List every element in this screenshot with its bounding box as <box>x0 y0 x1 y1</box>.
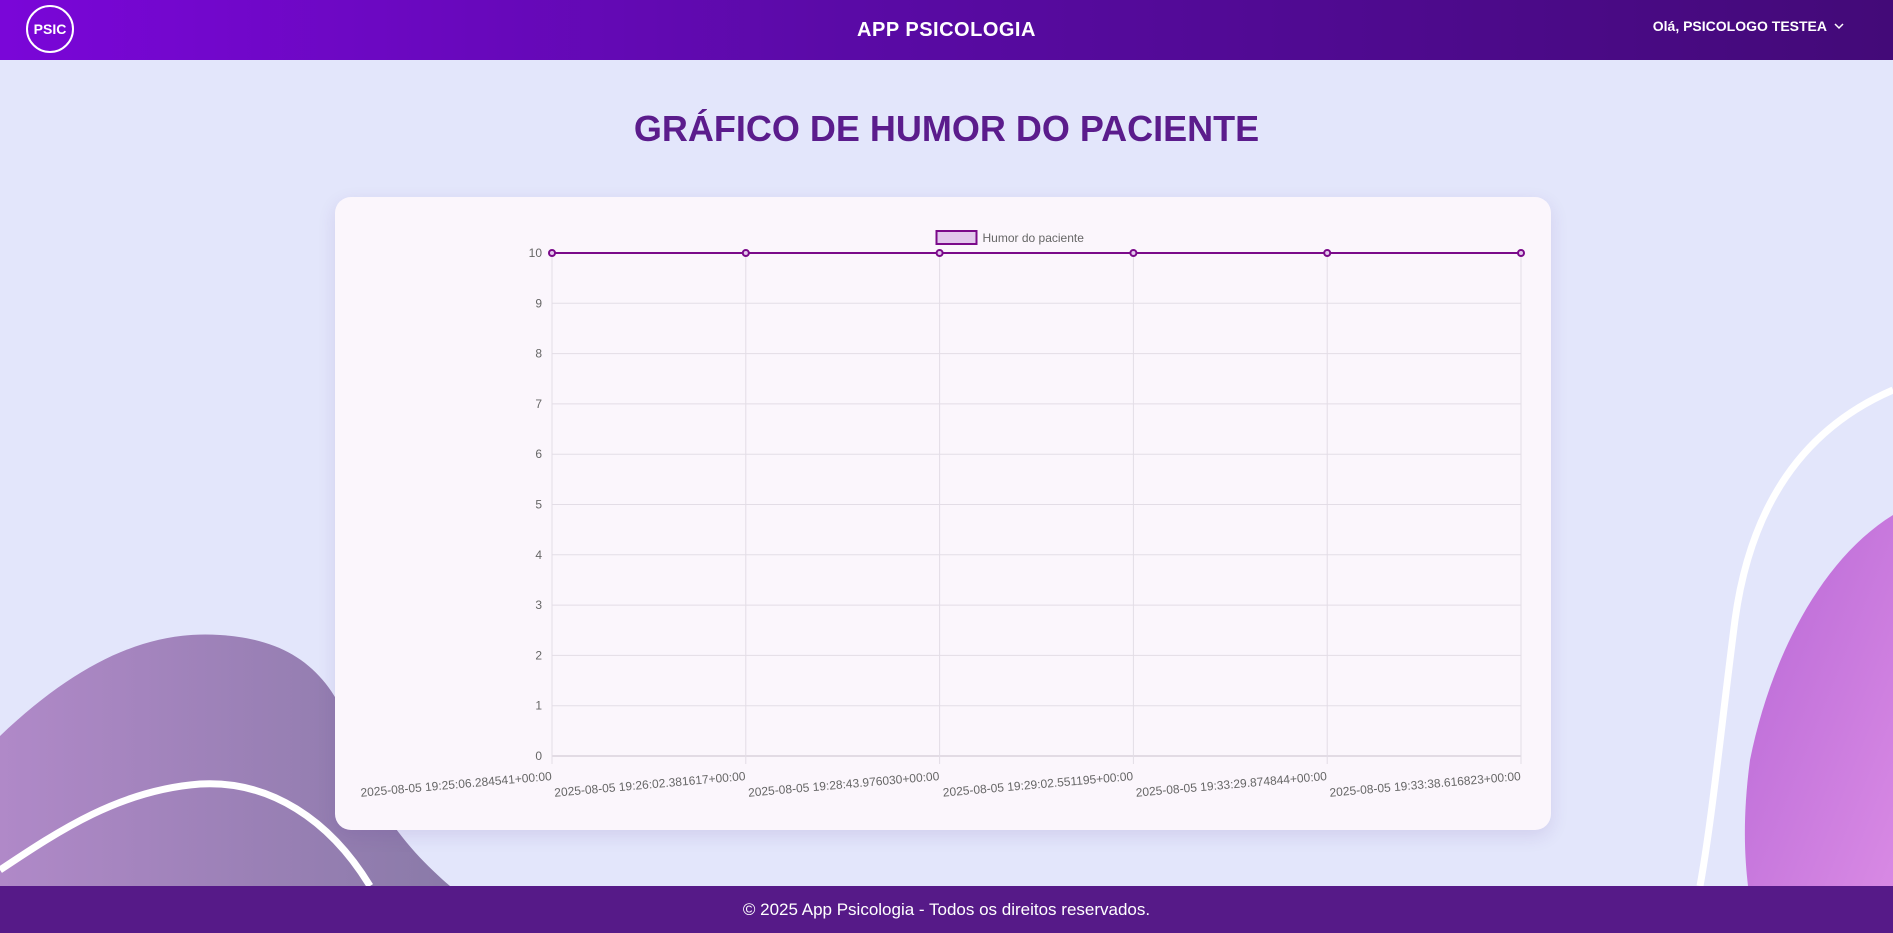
y-tick-label: 4 <box>535 548 542 562</box>
data-point <box>1323 249 1332 257</box>
data-point <box>741 249 750 257</box>
footer-text: © 2025 App Psicologia - Todos os direito… <box>742 899 1151 919</box>
user-greeting: Olá, PSICOLOGO TESTEA <box>1652 18 1827 34</box>
data-point <box>1129 249 1138 257</box>
y-tick-label: 10 <box>529 246 543 260</box>
mood-line-chart: 0 1 2 3 4 5 6 7 8 9 10 2025-08-05 19:25:06.284541+0… <box>360 230 1525 800</box>
app-title: APP PSICOLOGIA <box>857 18 1036 41</box>
legend-swatch <box>935 230 978 245</box>
y-tick-label: 9 <box>535 296 542 310</box>
x-tick-label: 2025-08-05 19:28:43.976030+00:00 <box>748 769 941 800</box>
top-navbar: PSIC APP PSICOLOGIA Olá, PSICOLOGO TESTE… <box>0 0 1893 60</box>
x-tick-label: 2025-08-05 19:33:29.874844+00:00 <box>1135 769 1328 800</box>
data-point <box>548 249 556 257</box>
user-menu-dropdown[interactable]: Olá, PSICOLOGO TESTEA <box>1653 18 1845 34</box>
y-tick-label: 1 <box>535 699 542 713</box>
data-point <box>1517 249 1525 257</box>
data-point <box>935 249 944 257</box>
y-tick-label: 3 <box>535 598 542 612</box>
page-title: GRÁFICO DE HUMOR DO PACIENTE <box>633 108 1260 149</box>
chart-card: 0 1 2 3 4 5 6 7 8 9 10 2025-08-05 19:25:06.284541+0… <box>335 197 1551 830</box>
app-logo[interactable]: PSIC <box>26 5 74 53</box>
y-tick-label: 2 <box>535 648 542 662</box>
y-tick-label: 6 <box>535 447 542 461</box>
footer: © 2025 App Psicologia - Todos os direito… <box>0 886 1893 933</box>
x-tick-label: 2025-08-05 19:25:06.284541+00:00 <box>360 769 553 800</box>
y-tick-label: 5 <box>535 498 542 512</box>
legend-label: Humor do paciente <box>983 231 1085 245</box>
y-tick-label: 7 <box>535 397 542 411</box>
y-tick-label: 8 <box>535 347 542 361</box>
x-tick-label: 2025-08-05 19:33:38.616823+00:00 <box>1329 769 1522 800</box>
y-tick-label: 0 <box>535 749 542 763</box>
chevron-down-icon <box>1834 23 1844 30</box>
x-tick-label: 2025-08-05 19:29:02.551195+00:00 <box>942 769 1134 800</box>
x-tick-label: 2025-08-05 19:26:02.381617+00:00 <box>554 769 747 800</box>
